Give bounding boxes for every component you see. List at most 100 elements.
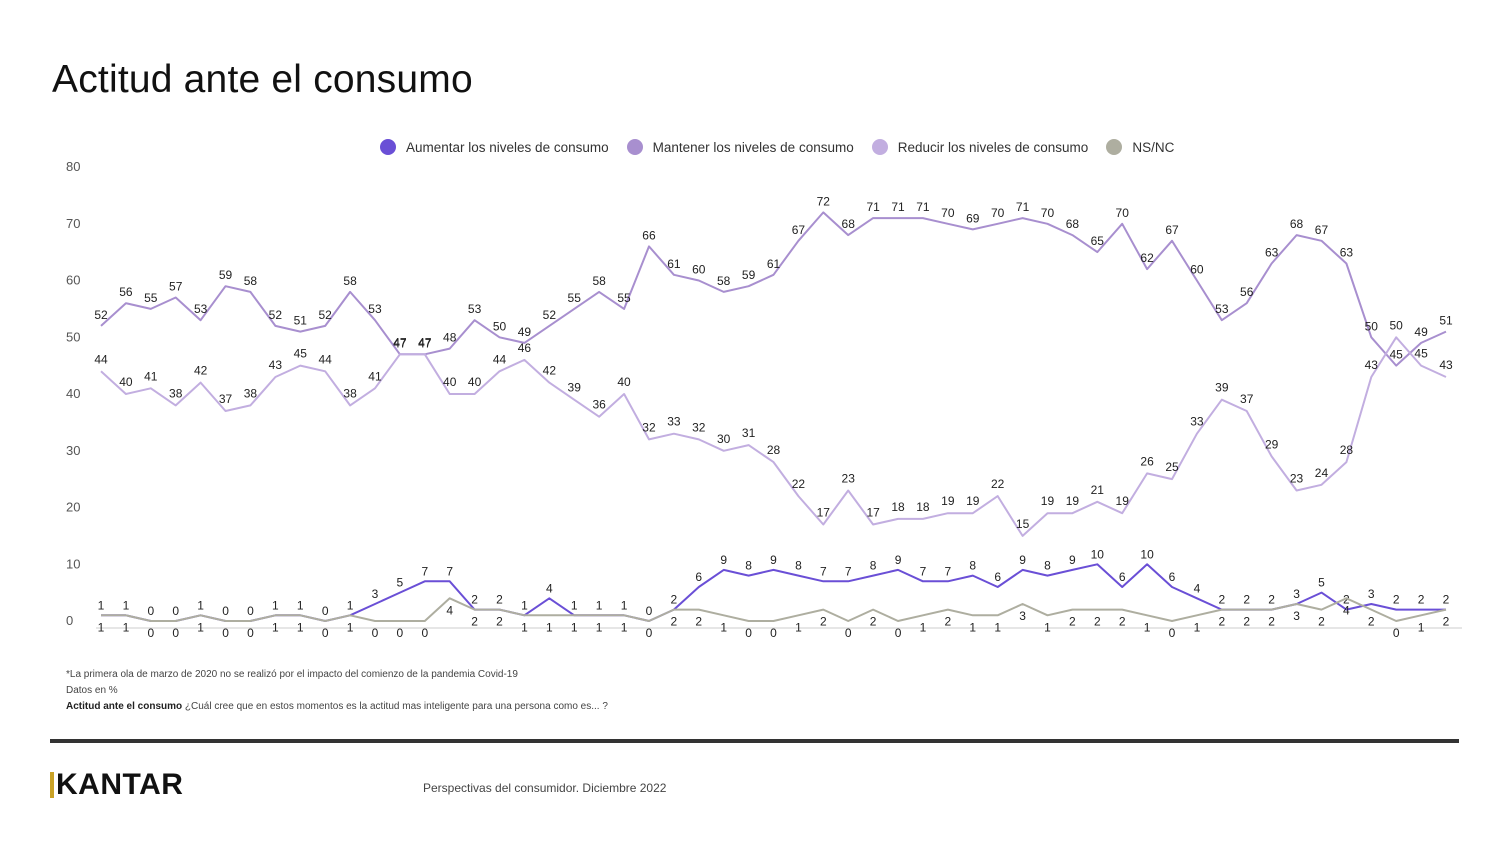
data-label-s3-54: 2	[1443, 615, 1450, 629]
data-label-s1-13: 47	[418, 336, 432, 350]
legend-item-mantener[interactable]: Mantener los niveles de consumo	[626, 139, 854, 155]
data-label-s1-18: 52	[543, 308, 557, 322]
data-label-s3-28: 1	[795, 620, 802, 634]
data-label-s3-25: 1	[720, 620, 727, 634]
data-label-s2-46: 37	[1240, 392, 1254, 406]
data-label-s1-33: 71	[916, 200, 930, 214]
data-label-s3-26: 0	[745, 626, 752, 640]
data-label-s1-37: 71	[1016, 200, 1030, 214]
data-label-s2-31: 17	[866, 506, 880, 520]
data-label-s0-35: 8	[969, 559, 976, 573]
data-label-s1-3: 57	[169, 280, 183, 294]
y-tick-label-30: 30	[66, 443, 80, 458]
legend-item-nsnc[interactable]: NS/NC	[1106, 139, 1174, 155]
data-label-s0-8: 1	[297, 598, 304, 612]
data-label-s3-47: 2	[1268, 615, 1275, 629]
data-label-s0-32: 9	[895, 553, 902, 567]
data-label-s3-8: 1	[297, 620, 304, 634]
data-label-s3-21: 1	[621, 620, 628, 634]
data-label-s2-12: 47	[393, 335, 407, 349]
data-label-s3-22: 0	[646, 626, 653, 640]
data-label-s2-33: 18	[916, 500, 930, 514]
data-label-s3-13: 0	[421, 626, 428, 640]
data-label-s3-1: 1	[123, 620, 130, 634]
data-label-s1-9: 52	[318, 308, 332, 322]
legend-marker-aumentar	[380, 139, 396, 155]
data-label-s0-20: 1	[596, 598, 603, 612]
data-label-s0-48: 3	[1293, 587, 1300, 601]
data-label-s3-16: 2	[496, 615, 503, 629]
data-label-s3-30: 0	[845, 626, 852, 640]
data-label-s0-12: 5	[397, 576, 404, 590]
y-tick-label-80: 80	[66, 159, 80, 174]
data-label-s1-7: 52	[269, 308, 283, 322]
data-label-s2-11: 41	[368, 369, 382, 383]
data-label-s0-53: 2	[1418, 593, 1425, 607]
data-label-s1-31: 71	[866, 200, 880, 214]
data-label-s0-45: 2	[1218, 593, 1225, 607]
data-label-s2-8: 45	[294, 347, 308, 361]
data-label-s3-45: 2	[1218, 615, 1225, 629]
chart-legend: Aumentar los niveles de consumo Mantener…	[380, 139, 1182, 155]
data-label-s0-37: 9	[1019, 553, 1026, 567]
data-label-s2-36: 22	[991, 477, 1005, 491]
data-label-s1-30: 68	[842, 217, 856, 231]
data-label-s1-21: 55	[617, 291, 631, 305]
data-label-s2-10: 38	[343, 386, 357, 400]
data-label-s1-29: 72	[817, 194, 831, 208]
data-label-s0-31: 8	[870, 559, 877, 573]
data-label-s2-0: 44	[94, 352, 108, 366]
data-label-s1-2: 55	[144, 291, 158, 305]
data-label-s1-44: 60	[1190, 263, 1204, 277]
data-label-s3-40: 2	[1094, 615, 1101, 629]
data-label-s0-47: 2	[1268, 593, 1275, 607]
data-label-s1-36: 70	[991, 206, 1005, 220]
y-tick-label-10: 10	[66, 556, 80, 571]
footer-divider	[50, 739, 1459, 743]
note-question: Actitud ante el consumo ¿Cuál cree que e…	[66, 699, 608, 715]
data-label-s1-10: 58	[343, 274, 357, 288]
data-label-s2-30: 23	[842, 471, 856, 485]
data-label-s3-20: 1	[596, 620, 603, 634]
data-label-s3-33: 1	[920, 620, 927, 634]
data-label-s1-5: 59	[219, 268, 233, 282]
data-label-s0-44: 4	[1194, 581, 1201, 595]
data-label-s2-3: 38	[169, 386, 183, 400]
data-label-s2-19: 39	[568, 381, 582, 395]
data-label-s3-4: 1	[197, 620, 204, 634]
data-label-s1-34: 70	[941, 206, 955, 220]
data-label-s2-24: 32	[692, 420, 706, 434]
data-label-s1-41: 70	[1116, 206, 1130, 220]
legend-item-aumentar[interactable]: Aumentar los niveles de consumo	[380, 139, 609, 155]
data-label-s2-38: 19	[1041, 494, 1055, 508]
data-label-s1-40: 65	[1091, 234, 1105, 248]
data-label-s3-39: 2	[1069, 615, 1076, 629]
data-label-s1-0: 52	[94, 308, 108, 322]
chart-title: Actitud ante el consumo	[52, 58, 473, 101]
legend-item-reducir[interactable]: Reducir los niveles de consumo	[871, 139, 1089, 155]
data-label-s3-14: 4	[446, 603, 453, 617]
data-label-s2-27: 28	[767, 443, 781, 457]
data-label-s1-1: 56	[119, 285, 133, 299]
data-label-s0-49: 5	[1318, 576, 1325, 590]
data-label-s3-11: 0	[372, 626, 379, 640]
legend-label-reducir: Reducir los niveles de consumo	[897, 139, 1089, 155]
data-label-s2-15: 40	[468, 375, 482, 389]
data-label-s2-52: 50	[1390, 318, 1404, 332]
data-label-s3-3: 0	[172, 626, 179, 640]
data-label-s2-39: 19	[1066, 494, 1080, 508]
data-label-s0-46: 2	[1243, 593, 1250, 607]
data-label-s3-29: 2	[820, 615, 827, 629]
chart-notes: *La primera ola de marzo de 2020 no se r…	[66, 667, 608, 715]
data-label-s1-25: 58	[717, 274, 731, 288]
data-label-s2-29: 17	[817, 506, 831, 520]
data-label-s0-7: 1	[272, 598, 279, 612]
data-label-s1-23: 61	[667, 257, 681, 271]
data-label-s1-20: 58	[592, 274, 606, 288]
data-label-s2-2: 41	[144, 369, 158, 383]
data-label-s1-51: 50	[1365, 319, 1379, 333]
data-label-s2-51: 43	[1365, 358, 1379, 372]
data-label-s0-4: 1	[197, 598, 204, 612]
data-label-s1-46: 56	[1240, 285, 1254, 299]
data-label-s3-51: 2	[1368, 615, 1375, 629]
